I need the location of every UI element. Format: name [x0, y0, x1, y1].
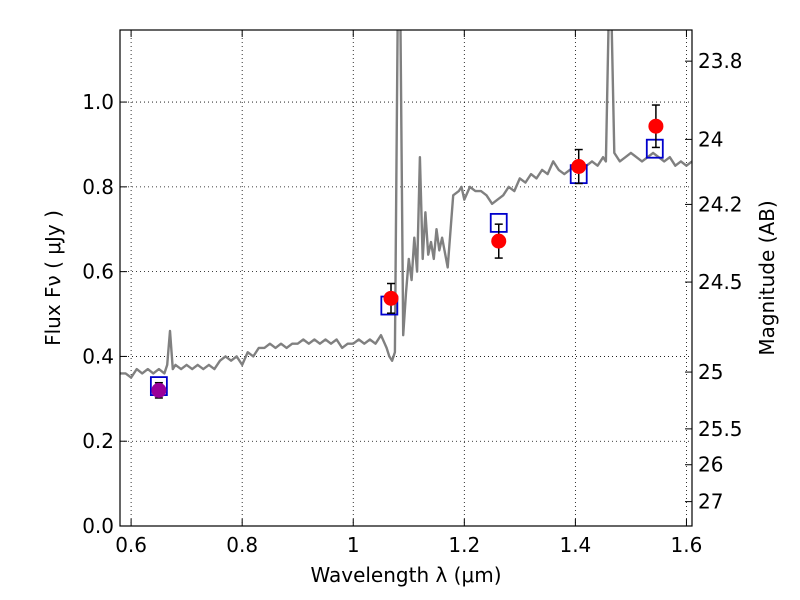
plot-content — [120, 30, 692, 399]
x-axis-label: Wavelength λ (μm) — [310, 563, 501, 587]
y2-tick-label: 26 — [698, 453, 723, 477]
plot-frame — [119, 29, 693, 527]
y-tick-label: 0.4 — [82, 344, 114, 368]
y-tick-label: 0.0 — [82, 514, 114, 538]
y2-tick-label: 25 — [698, 360, 723, 384]
x-tick-label: 0.8 — [226, 533, 258, 557]
model-square-point — [645, 138, 664, 159]
ticks: 0.6 0.8 1 1.2 1.4 1.6 0.0 0.2 0.4 0.6 0.8 1.0 23.8 24… — [82, 30, 743, 557]
x-tick-label: 0.6 — [115, 533, 147, 557]
y2-axis-label: Magnitude (AB) — [755, 200, 779, 355]
y2-tick-label: 25.5 — [698, 417, 743, 441]
x-tick-label: 1.6 — [671, 533, 703, 557]
spectrum-line — [120, 30, 692, 379]
x-tick-label: 1 — [347, 533, 360, 557]
observed-point — [151, 382, 167, 398]
y-tick-label: 0.6 — [82, 260, 114, 284]
y2-tick-label: 24.2 — [698, 192, 743, 216]
observed-point — [383, 290, 399, 306]
x-tick-label: 1.4 — [559, 533, 591, 557]
x-tick-label: 1.2 — [448, 533, 480, 557]
y-tick-label: 1.0 — [82, 90, 114, 114]
observed-point — [571, 159, 587, 175]
observed-point — [491, 233, 507, 249]
y-axis-label: Flux Fν ( μJy ) — [41, 210, 65, 346]
observed-point — [648, 118, 664, 134]
y-tick-label: 0.8 — [82, 175, 114, 199]
y2-tick-label: 27 — [698, 490, 723, 514]
y2-tick-label: 24.5 — [698, 270, 743, 294]
y-tick-label: 0.2 — [82, 429, 114, 453]
y2-tick-label: 24 — [698, 127, 723, 151]
y2-tick-label: 23.8 — [698, 49, 743, 73]
